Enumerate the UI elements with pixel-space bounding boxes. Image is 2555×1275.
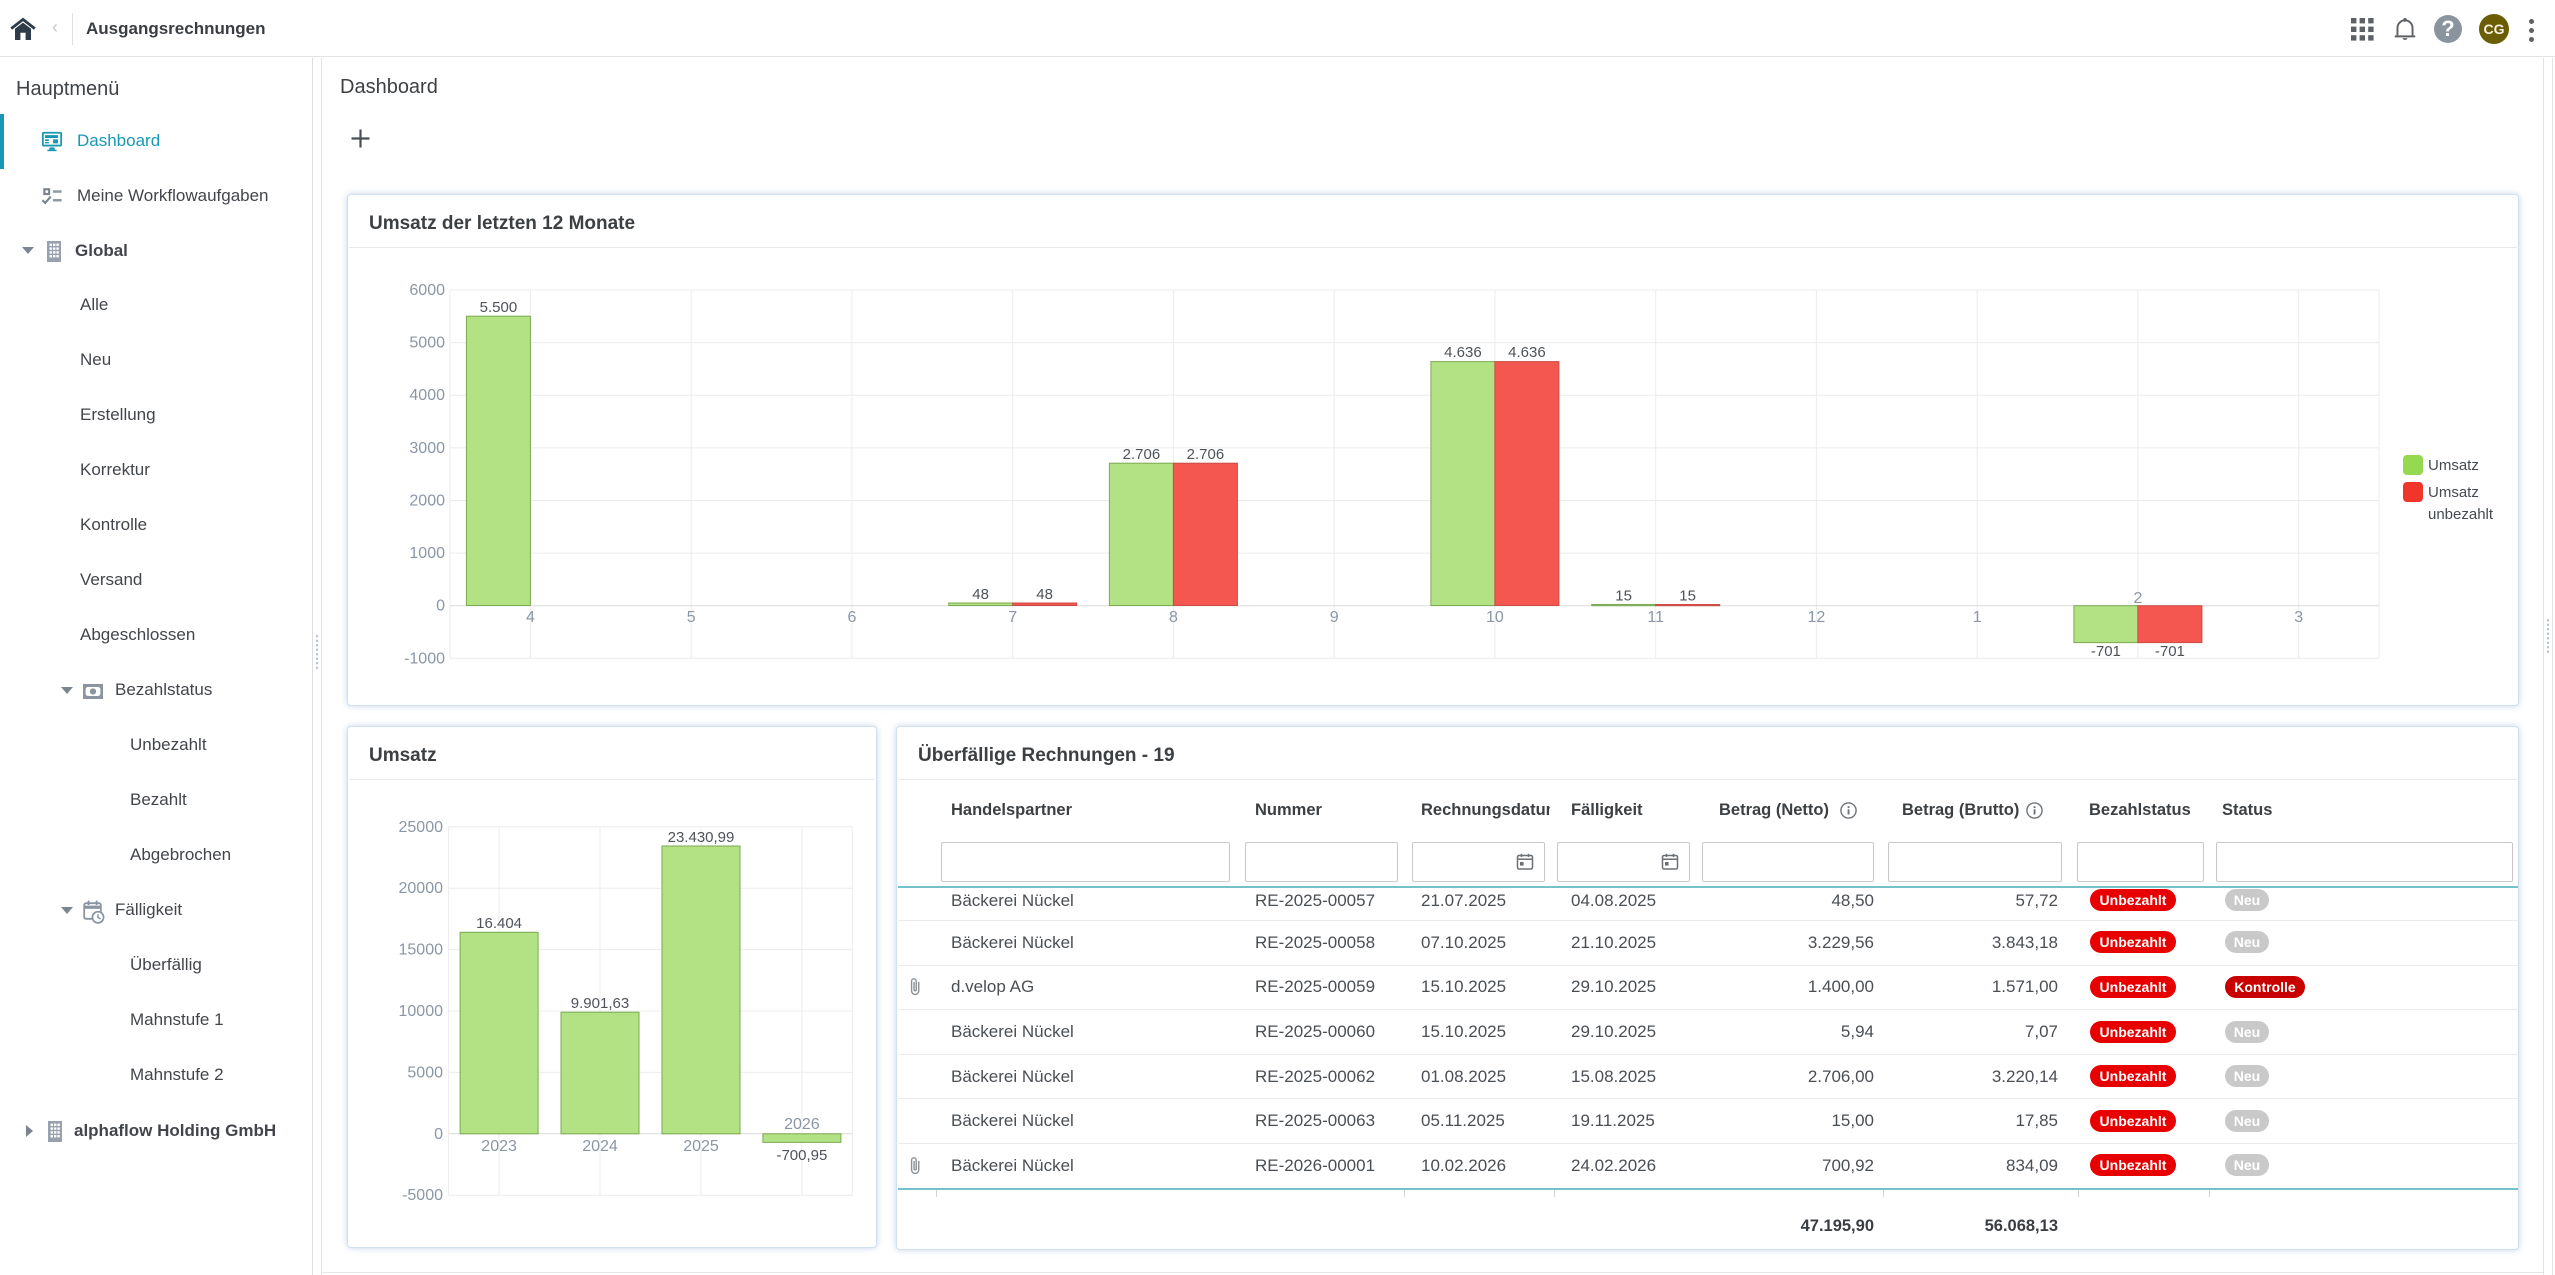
svg-text:4.636: 4.636	[1508, 344, 1546, 361]
svg-text:12: 12	[1808, 609, 1826, 626]
svg-text:3000: 3000	[409, 440, 445, 457]
svg-text:20000: 20000	[399, 880, 444, 897]
svg-text:1: 1	[1973, 609, 1982, 626]
svg-text:9: 9	[1330, 609, 1339, 626]
svg-text:-701: -701	[2155, 643, 2185, 660]
svg-text:-5000: -5000	[402, 1187, 443, 1204]
svg-text:0: 0	[434, 1126, 443, 1143]
svg-text:25000: 25000	[399, 819, 444, 836]
svg-text:10: 10	[1486, 609, 1504, 626]
svg-text:15: 15	[1679, 588, 1696, 605]
svg-text:6: 6	[847, 609, 856, 626]
svg-text:48: 48	[1036, 586, 1053, 603]
svg-text:2024: 2024	[582, 1138, 618, 1155]
svg-text:5000: 5000	[409, 335, 445, 352]
svg-text:5.500: 5.500	[480, 299, 518, 316]
svg-text:5: 5	[687, 609, 696, 626]
svg-text:2000: 2000	[409, 493, 445, 510]
svg-text:Umsatz: Umsatz	[2428, 457, 2479, 474]
svg-text:15: 15	[1615, 588, 1632, 605]
svg-text:3: 3	[2294, 609, 2303, 626]
svg-text:11: 11	[1647, 609, 1664, 626]
svg-text:2025: 2025	[683, 1138, 719, 1155]
svg-text:16.404: 16.404	[476, 915, 522, 932]
svg-text:2026: 2026	[784, 1116, 820, 1133]
svg-text:-700,95: -700,95	[776, 1147, 827, 1164]
svg-text:2023: 2023	[481, 1138, 517, 1155]
svg-text:7: 7	[1008, 609, 1017, 626]
svg-text:5000: 5000	[407, 1064, 443, 1081]
svg-text:1000: 1000	[409, 545, 445, 562]
svg-text:-701: -701	[2091, 643, 2121, 660]
svg-text:2.706: 2.706	[1123, 446, 1161, 463]
svg-text:0: 0	[436, 598, 445, 615]
svg-text:4000: 4000	[409, 387, 445, 404]
svg-text:48: 48	[972, 586, 989, 603]
svg-text:15000: 15000	[399, 942, 444, 959]
svg-text:-1000: -1000	[404, 650, 445, 667]
svg-text:9.901,63: 9.901,63	[571, 995, 629, 1012]
svg-text:2: 2	[2133, 590, 2142, 607]
svg-text:unbezahlt: unbezahlt	[2428, 506, 2494, 523]
svg-text:4.636: 4.636	[1444, 344, 1482, 361]
svg-text:2.706: 2.706	[1187, 446, 1225, 463]
svg-text:10000: 10000	[399, 1003, 444, 1020]
svg-text:8: 8	[1169, 609, 1178, 626]
svg-text:Umsatz: Umsatz	[2428, 484, 2479, 501]
svg-text:6000: 6000	[409, 282, 445, 299]
svg-text:4: 4	[526, 609, 535, 626]
svg-text:23.430,99: 23.430,99	[668, 829, 735, 846]
